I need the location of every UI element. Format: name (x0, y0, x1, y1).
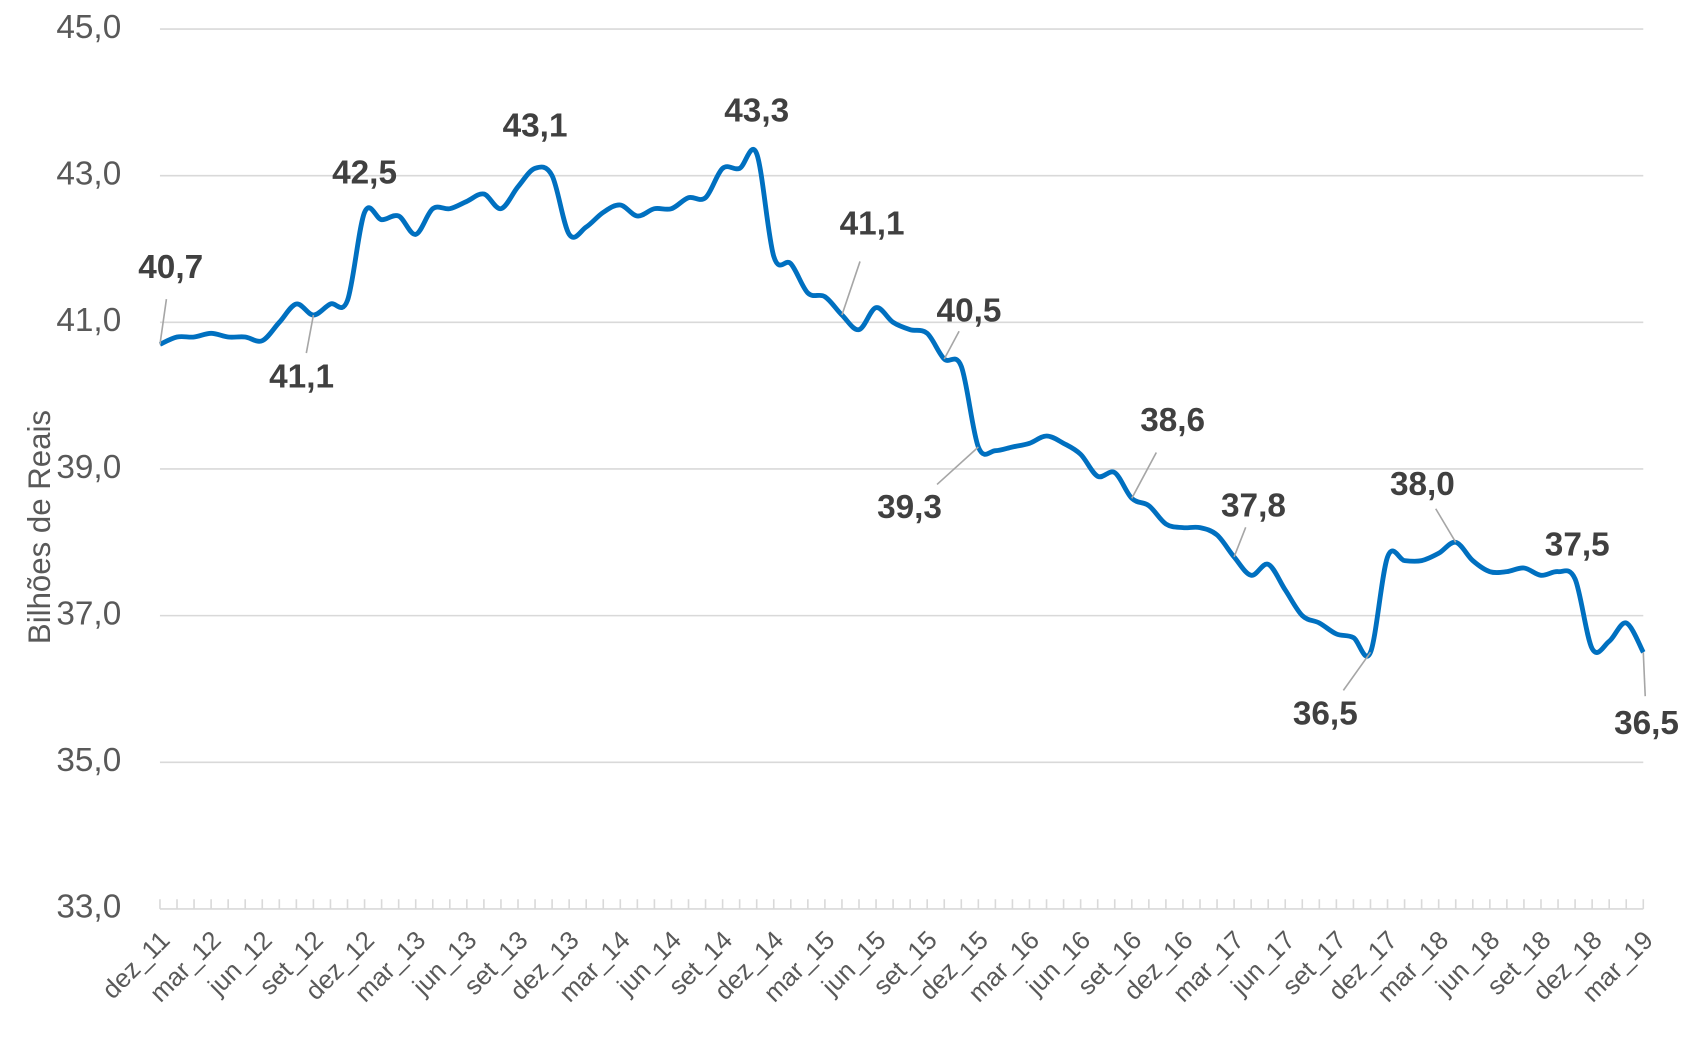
data-label: 36,5 (1293, 696, 1358, 733)
y-tick-label: 37,0 (56, 595, 121, 632)
data-label: 39,3 (877, 489, 942, 526)
y-tick-label: 43,0 (56, 156, 121, 193)
leader-line (936, 446, 979, 486)
leader-line (159, 299, 168, 345)
leader-line (943, 330, 960, 360)
data-label: 42,5 (332, 155, 397, 192)
y-tick-label: 39,0 (56, 449, 121, 486)
y-tick-label: 35,0 (56, 742, 121, 779)
data-label: 43,1 (503, 107, 568, 144)
leader-line (1131, 452, 1158, 499)
data-label: 37,5 (1545, 527, 1610, 564)
data-label: 41,1 (269, 358, 334, 395)
data-label: 41,1 (840, 206, 905, 243)
series-line (158, 147, 1646, 659)
y-axis-label: Bilhões de Reais (22, 410, 57, 644)
leader-line (1435, 508, 1457, 543)
y-tick-label: 33,0 (56, 889, 121, 926)
data-label: 38,0 (1390, 466, 1455, 503)
leader-line (841, 261, 861, 316)
data-label: 40,5 (937, 293, 1002, 330)
y-tick-label: 45,0 (56, 9, 121, 46)
y-tick-label: 41,0 (56, 302, 121, 339)
data-label: 37,8 (1221, 487, 1286, 524)
leader-line (1233, 526, 1247, 558)
leader-line (305, 314, 315, 354)
data-label: 40,7 (138, 249, 203, 286)
data-label: 38,6 (1140, 402, 1205, 439)
data-label: 43,3 (724, 93, 789, 130)
data-label: 36,5 (1614, 705, 1679, 742)
leader-line (1342, 651, 1372, 691)
leader-line (1642, 652, 1647, 697)
